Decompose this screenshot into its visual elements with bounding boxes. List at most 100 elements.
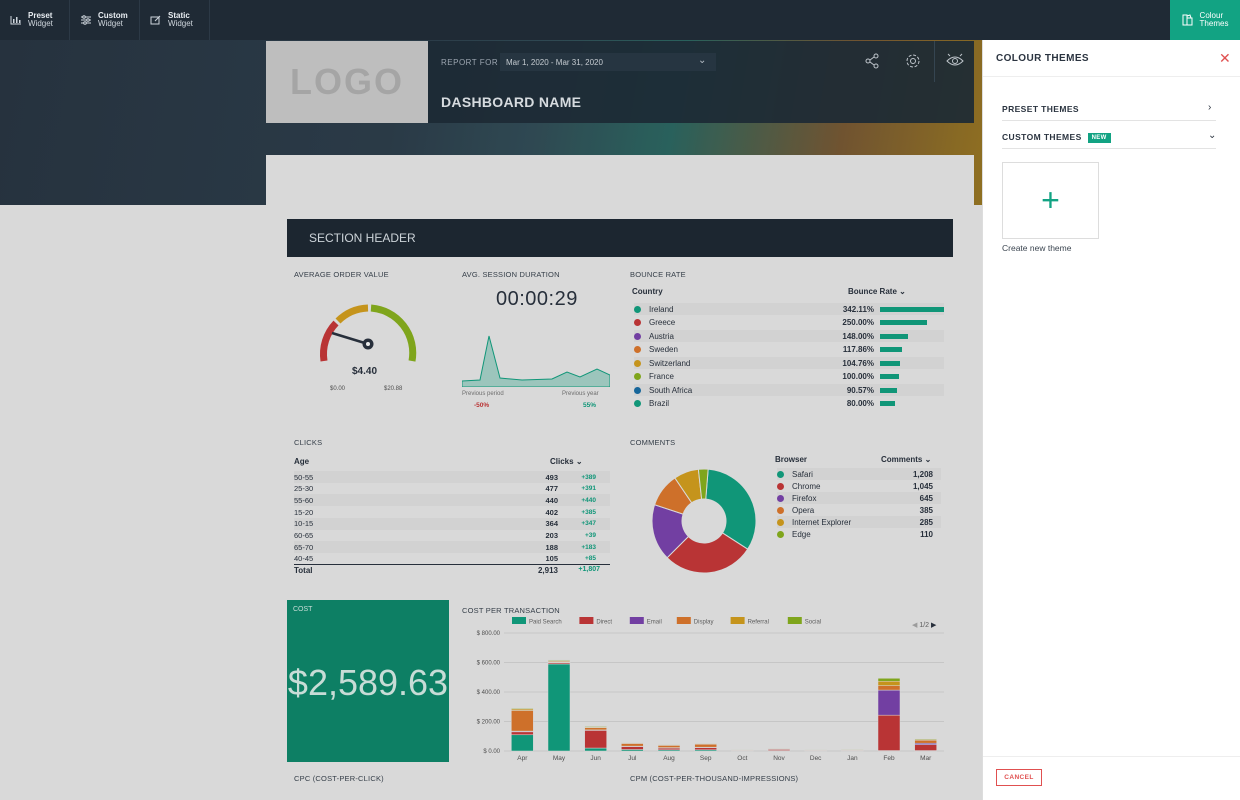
pager[interactable]: ◀ 1/2 ▶ — [912, 621, 936, 629]
preset-themes-toggle[interactable]: PRESET THEMES — [1002, 104, 1079, 114]
palette-icon — [1182, 14, 1193, 26]
bar-chart-icon — [10, 16, 21, 25]
comments-col-comments[interactable]: Comments ⌄ — [881, 455, 931, 464]
table-row: France 100.00% — [634, 371, 944, 383]
donut-slice — [705, 468, 757, 550]
x-tick-label: Jan — [847, 755, 858, 762]
clicks-delta: +347 — [581, 520, 596, 528]
clicks-col-clicks-label: Clicks — [550, 457, 574, 466]
legend-label: Display — [694, 620, 714, 626]
comments-value: 1,045 — [912, 481, 933, 491]
bar-segment — [914, 738, 937, 740]
close-icon[interactable]: ✕ — [1219, 50, 1231, 66]
bounce-bar — [880, 387, 897, 393]
clicks-delta: +389 — [581, 473, 596, 481]
divider — [1002, 120, 1216, 121]
comments-value: 110 — [920, 529, 933, 539]
status-dot — [634, 305, 641, 313]
themes-label: Themes — [1199, 19, 1229, 28]
custom-widget-button[interactable]: Custom Widget — [80, 0, 128, 40]
session-prev-value: -50% — [474, 402, 490, 409]
date-range-select[interactable]: Mar 1, 2020 - Mar 31, 2020 ⌄ — [500, 53, 716, 71]
table-row: 55-60 440 +440 — [294, 494, 610, 507]
cost-card: COST $2,589.63 — [287, 600, 449, 762]
clicks-value: 477 — [545, 484, 558, 494]
comments-value: 285 — [919, 517, 933, 527]
status-dot — [634, 400, 641, 407]
status-dot — [634, 359, 641, 367]
bounce-col-rate[interactable]: Bounce Rate ⌄ — [848, 287, 906, 296]
country-name: Greece — [649, 318, 676, 327]
divider — [983, 756, 1240, 757]
share-icon[interactable] — [864, 53, 880, 69]
comments-title: COMMENTS — [630, 438, 676, 447]
aov-max: $20.88 — [384, 386, 403, 392]
colour-themes-button[interactable]: Colour Themes — [1170, 0, 1240, 40]
legend-swatch — [579, 617, 594, 624]
divider — [1002, 148, 1216, 149]
chevron-down-icon[interactable]: ⌄ — [1208, 130, 1217, 141]
clicks-total-label: Total — [294, 566, 313, 575]
chevron-right-icon[interactable]: › — [1208, 102, 1212, 113]
static-widget-button[interactable]: Static Widget — [150, 0, 193, 40]
clicks-col-clicks[interactable]: Clicks ⌄ — [550, 457, 583, 466]
bar-segment — [877, 678, 901, 682]
x-tick-label: May — [553, 755, 566, 762]
bounce-col-rate-label: Bounce Rate — [848, 287, 897, 296]
divider — [69, 0, 70, 40]
preset-widget-button[interactable]: Preset Widget — [10, 0, 53, 40]
edit-icon — [150, 15, 161, 25]
cpc-title: CPC (COST-PER-CLICK) — [294, 774, 384, 783]
x-tick-label: Oct — [737, 755, 747, 762]
cancel-button[interactable]: CANCEL — [996, 769, 1042, 786]
chevron-down-icon: ⌄ — [924, 455, 932, 464]
eye-icon[interactable] — [946, 53, 964, 69]
table-row: Sweden 117.86% — [634, 344, 944, 356]
panel-title: COLOUR THEMES — [996, 53, 1089, 64]
age-label: 50-55 — [294, 472, 314, 482]
x-tick-label: Dec — [810, 755, 822, 762]
comments-donut — [651, 468, 757, 574]
y-tick-label: $ 0.00 — [483, 749, 500, 755]
custom-label: Custom — [98, 11, 128, 20]
create-theme-button[interactable]: + — [1002, 162, 1099, 239]
table-row: Switzerland 104.76% — [634, 357, 944, 369]
clicks-value: 188 — [545, 542, 558, 552]
table-row: 60-65 203 +39 — [294, 530, 610, 542]
table-row: Opera 385 — [777, 504, 941, 516]
bounce-value: 117.86% — [842, 345, 874, 354]
legend-label: Direct — [596, 620, 612, 626]
dashboard-header: LOGO REPORT FOR Mar 1, 2020 - Mar 31, 20… — [266, 41, 974, 123]
status-dot — [634, 319, 641, 326]
chevron-down-icon: ⌄ — [698, 55, 707, 66]
dashboard-title[interactable]: DASHBOARD NAME — [441, 94, 582, 110]
comments-col-browser: Browser — [775, 455, 808, 464]
session-year-label: Previous year — [562, 391, 599, 397]
status-dot — [634, 386, 641, 394]
create-theme-label: Create new theme — [1002, 243, 1072, 253]
table-row: Greece 250.00% — [634, 317, 944, 329]
table-row: 40-45 105 +85 — [294, 553, 610, 565]
preset-label: Preset — [28, 11, 53, 20]
bar-segment — [584, 725, 607, 728]
donut-slice — [666, 532, 749, 574]
custom-themes-toggle[interactable]: CUSTOM THEMES NEW — [1002, 132, 1111, 143]
sliders-icon — [81, 15, 91, 25]
table-row: Austria 148.00% — [634, 330, 944, 342]
bounce-bar — [880, 320, 927, 325]
next-arrow-icon[interactable]: ▶ — [931, 622, 937, 629]
gear-icon[interactable] — [905, 53, 921, 69]
modal-backdrop[interactable] — [0, 40, 982, 800]
section-header[interactable]: SECTION HEADER — [287, 219, 953, 257]
table-row: 65-70 188 +183 — [294, 541, 610, 554]
prev-arrow-icon[interactable]: ◀ — [912, 622, 918, 629]
bounce-bar — [880, 333, 908, 339]
table-row: Firefox 645 — [777, 492, 941, 504]
divider — [139, 0, 140, 40]
cost-title: COST — [293, 606, 313, 613]
logo-placeholder[interactable]: LOGO — [266, 41, 428, 123]
x-tick-label: Mar — [920, 755, 932, 762]
clicks-total-delta: +1,807 — [578, 566, 600, 573]
country-name: Switzerland — [649, 358, 691, 368]
bounce-value: 148.00% — [842, 331, 874, 341]
